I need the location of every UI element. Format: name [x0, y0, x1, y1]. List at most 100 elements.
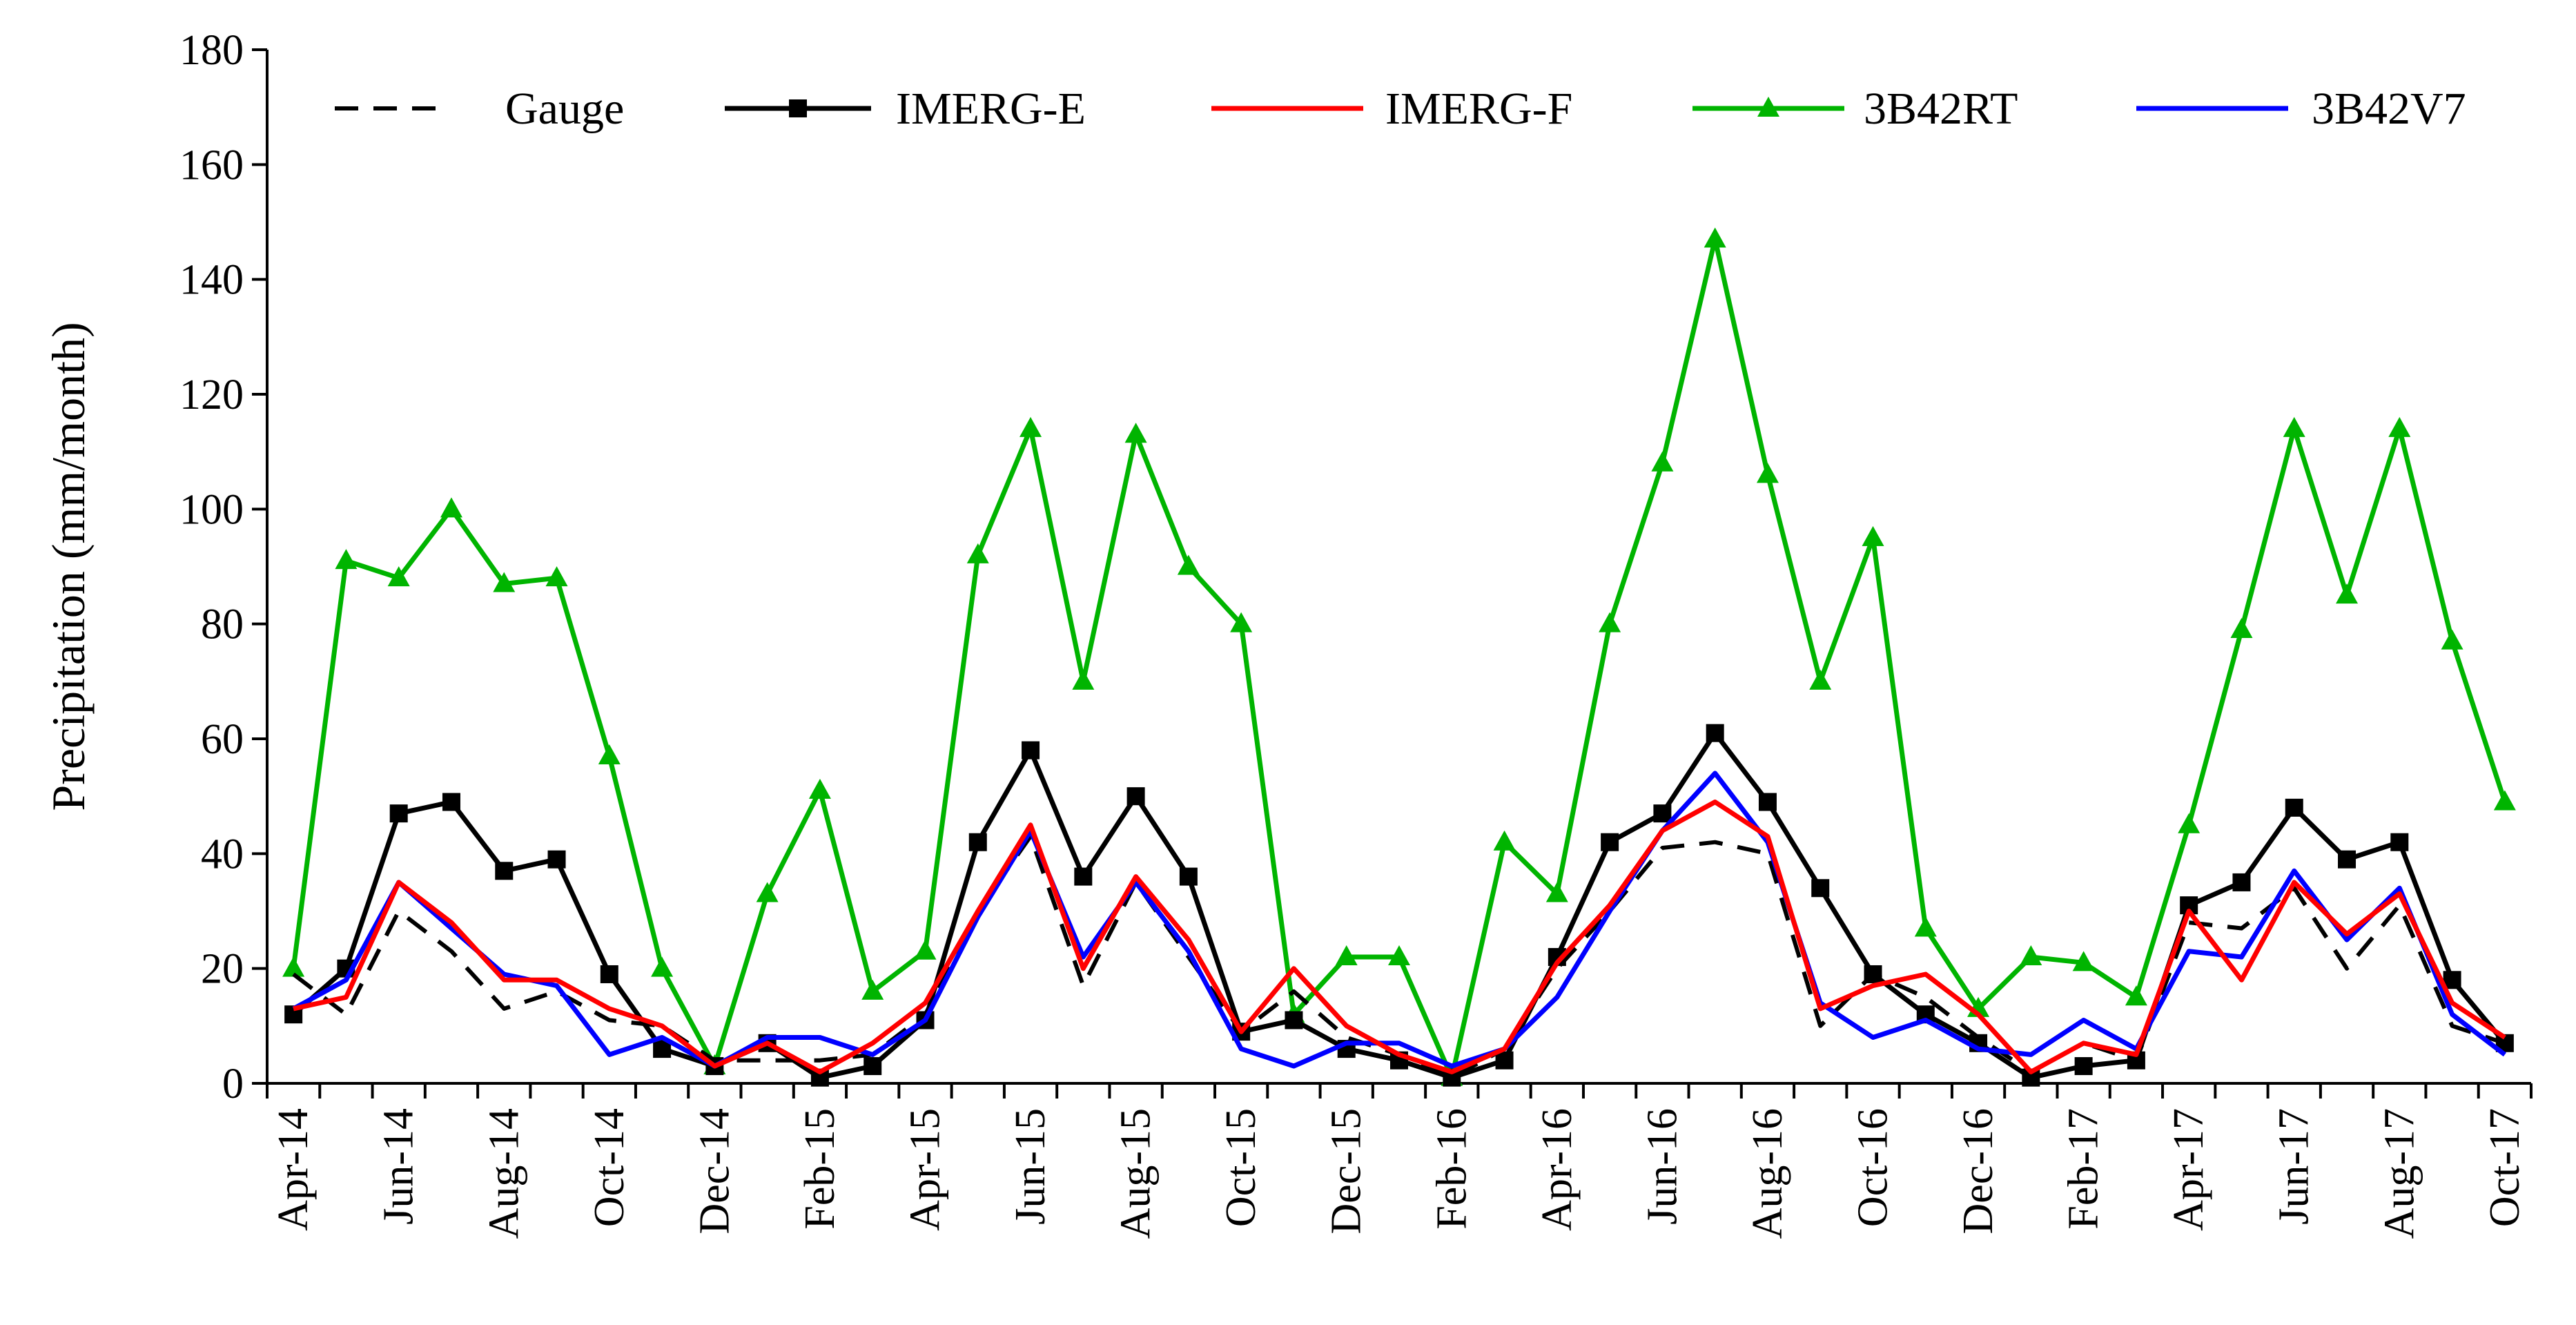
- series-imerg-e-marker: [2232, 873, 2251, 891]
- series-3b42rt-marker: [2020, 945, 2042, 966]
- series-imerg-e-marker: [1285, 1011, 1303, 1029]
- x-tick-label: Oct-15: [1218, 1108, 1265, 1227]
- series-imerg-e-marker: [389, 804, 408, 823]
- x-tick-label: Oct-16: [1850, 1108, 1897, 1227]
- series-3b42rt-marker: [914, 939, 937, 960]
- y-tick-label: 100: [179, 486, 244, 533]
- y-tick-label: 40: [201, 831, 244, 878]
- series-3b42rt-marker: [861, 979, 884, 1000]
- x-tick-label: Jun-14: [375, 1108, 422, 1225]
- series-line-imerg-e: [291, 731, 2507, 1081]
- series-imerg-e-marker: [1126, 787, 1145, 806]
- series-3b42rt-marker: [2441, 629, 2463, 650]
- legend-label-3b42v7: 3B42V7: [2312, 84, 2466, 134]
- x-tick-label: Apr-14: [270, 1108, 317, 1231]
- x-tick-label: Feb-16: [1428, 1108, 1475, 1230]
- series-3b42rt-marker: [1177, 554, 1200, 575]
- series-imerg-e-marker: [1758, 793, 1777, 811]
- series-3b42rt-marker: [2493, 790, 2516, 811]
- series-3b42rt-marker: [1704, 227, 1726, 248]
- x-tick-label: Apr-15: [901, 1108, 948, 1231]
- series-imerg-e-marker: [2338, 850, 2357, 869]
- series-imerg-e-marker: [863, 1057, 882, 1076]
- series-3b42rt-marker: [493, 572, 516, 592]
- y-tick-label: 120: [179, 371, 244, 418]
- y-tick-label: 60: [201, 716, 244, 763]
- series-3b42rt-marker: [2125, 985, 2147, 1006]
- series-3b42rt-marker: [966, 543, 989, 563]
- legend-label-gauge: Gauge: [505, 84, 624, 134]
- x-tick-label: Oct-14: [586, 1108, 633, 1227]
- series-3b42rt-marker: [2230, 617, 2253, 638]
- series-3b42rt-marker: [1545, 882, 1568, 902]
- y-tick-label: 160: [179, 142, 244, 188]
- series-3b42rt-marker: [1388, 945, 1410, 966]
- series-3b42rt-marker: [1651, 451, 1674, 472]
- legend-label-imerg-e: IMERG-E: [896, 84, 1086, 134]
- series-3b42rt-marker: [598, 744, 621, 764]
- x-tick-label: Aug-14: [480, 1108, 527, 1239]
- series-3b42rt-marker: [1862, 525, 1884, 546]
- series-imerg-e-marker: [1022, 741, 1040, 760]
- x-tick-label: Feb-15: [797, 1108, 843, 1230]
- legend-label-imerg-f: IMERG-F: [1385, 84, 1572, 134]
- series-imerg-e-marker: [1601, 833, 1619, 851]
- series-3b42rt-marker: [1756, 463, 1779, 483]
- x-tick-label: Dec-14: [691, 1108, 738, 1234]
- series-3b42rt-marker: [2388, 416, 2411, 437]
- y-tick-label: 80: [201, 601, 244, 648]
- series-imerg-e-marker: [442, 793, 460, 811]
- series-3b42rt-marker: [651, 956, 674, 977]
- y-tick-label: 180: [179, 27, 244, 74]
- y-axis-title: Precipitation (mm/month): [42, 322, 95, 811]
- x-tick-label: Jun-17: [2271, 1108, 2318, 1225]
- y-tick-label: 0: [222, 1061, 244, 1108]
- series-imerg-e-marker: [1706, 724, 1724, 742]
- series-3b42rt-marker: [2336, 583, 2359, 604]
- x-tick-label: Oct-17: [2481, 1108, 2528, 1227]
- x-tick-label: Aug-15: [1113, 1108, 1160, 1239]
- series-3b42rt-marker: [335, 549, 358, 570]
- series-imerg-e-marker: [547, 850, 566, 869]
- series-3b42rt-marker: [1335, 945, 1358, 966]
- y-tick-label: 20: [201, 946, 244, 993]
- y-tick-label: 140: [179, 257, 244, 304]
- series-imerg-e-marker: [1653, 804, 1672, 823]
- series-imerg-e-marker: [2390, 833, 2409, 851]
- series-imerg-e-marker: [2074, 1057, 2093, 1076]
- x-tick-label: Apr-16: [1534, 1108, 1581, 1231]
- series-imerg-e-marker: [600, 965, 618, 983]
- series-3b42rt-marker: [1019, 416, 1042, 437]
- x-tick-label: Jun-15: [1007, 1108, 1054, 1225]
- x-tick-label: Dec-15: [1323, 1108, 1370, 1234]
- series-3b42rt-marker: [440, 497, 462, 518]
- series-imerg-e-marker: [2285, 798, 2303, 817]
- x-tick-label: Jun-16: [1639, 1108, 1686, 1225]
- series-imerg-e-marker: [1179, 867, 1198, 886]
- x-tick-label: Aug-17: [2376, 1108, 2423, 1239]
- legend-imerg-e-marker: [789, 99, 807, 117]
- legend-3b42rt-marker: [1757, 97, 1779, 117]
- series-3b42rt-marker: [2283, 416, 2305, 437]
- series-3b42rt-marker: [2178, 813, 2201, 833]
- series-3b42rt-marker: [1124, 423, 1147, 443]
- x-tick-label: Feb-17: [2060, 1108, 2107, 1230]
- x-tick-label: Aug-16: [1744, 1108, 1791, 1239]
- series-3b42rt-marker: [545, 566, 568, 587]
- series-3b42rt-marker: [1599, 612, 1621, 632]
- legend-label-3b42rt: 3B42RT: [1864, 84, 2018, 134]
- series-3b42rt-marker: [1914, 916, 1937, 937]
- series-3b42rt-marker: [1072, 669, 1095, 690]
- series-3b42rt-marker: [808, 778, 831, 799]
- series-3b42rt-marker: [282, 956, 305, 977]
- series-3b42rt-marker: [387, 566, 410, 587]
- series-imerg-e-marker: [968, 833, 987, 851]
- series-imerg-e-marker: [495, 862, 514, 880]
- series-3b42rt-marker: [2072, 951, 2095, 971]
- series-3b42rt-marker: [1809, 669, 1832, 690]
- x-tick-label: Apr-17: [2165, 1108, 2212, 1231]
- series-imerg-e-marker: [1811, 879, 1830, 898]
- series-3b42rt-marker: [1230, 612, 1253, 632]
